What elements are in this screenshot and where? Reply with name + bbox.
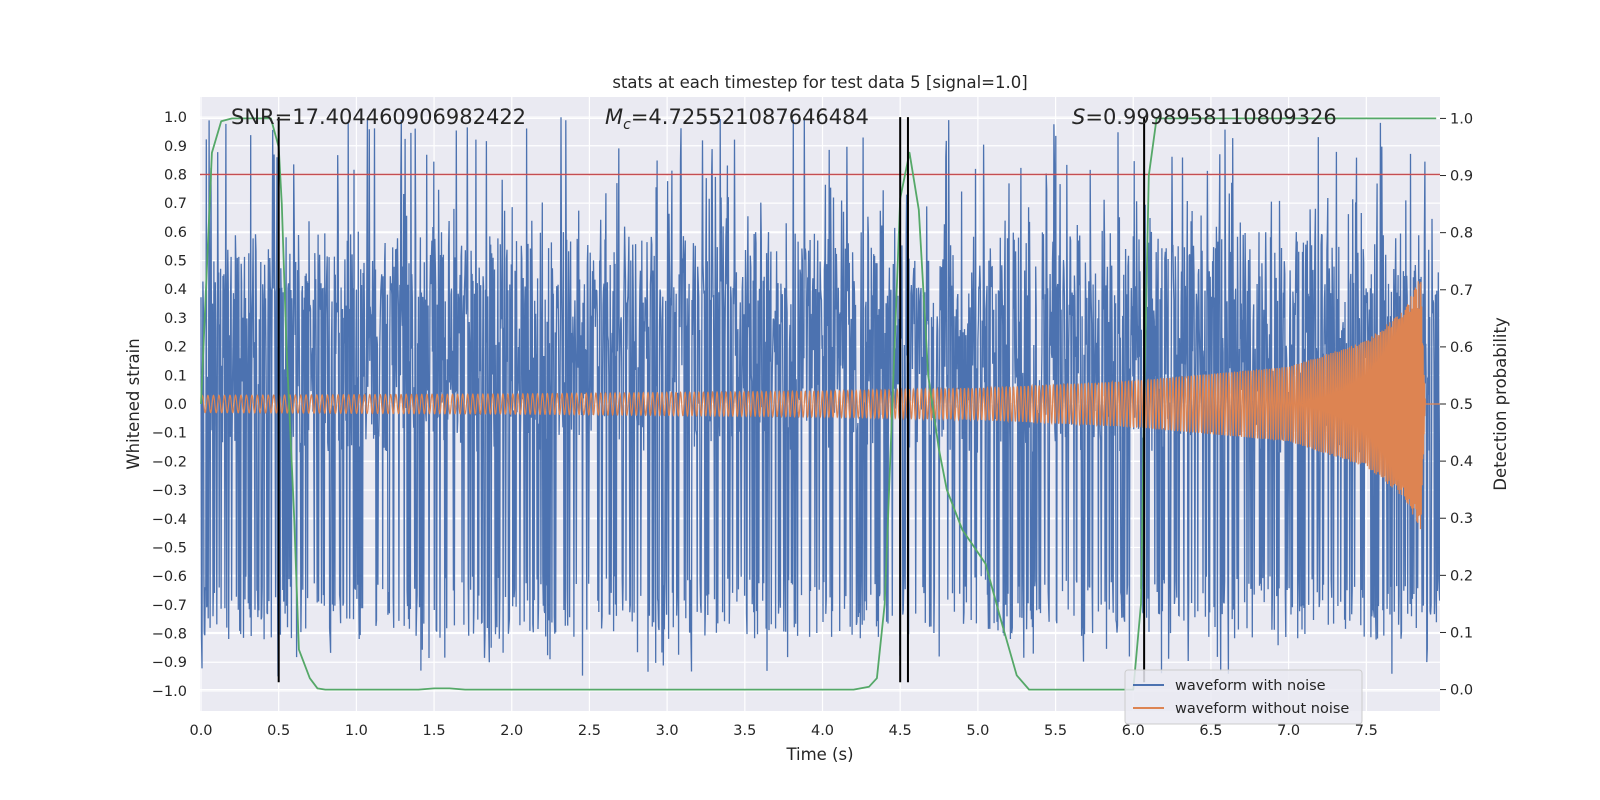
y-tick-label: 0.4: [164, 282, 187, 298]
legend-label-clean: waveform without noise: [1175, 701, 1349, 717]
y-tick-label: −0.3: [152, 483, 187, 499]
s-value: =0.9998958110809326: [1085, 105, 1336, 129]
x-tick-label: 4.5: [889, 723, 912, 739]
tick-labels: 0.0 0.5 1.0 1.5 2.0 2.5 3.0 3.5 4.0 4.5 5.0 5.5 6.0 6…: [152, 110, 1473, 739]
y2-tick-label: 0.3: [1450, 511, 1473, 527]
x-tick-label: 3.5: [733, 723, 756, 739]
x-tick-label: 5.0: [966, 723, 989, 739]
snr-annotation: SNR=17.404460906982422: [231, 105, 526, 129]
y-tick-label: −0.4: [152, 512, 187, 528]
y2-tick-label: 0.1: [1450, 625, 1473, 641]
x-axis-label: Time (s): [785, 745, 853, 764]
x-tick-label: 2.5: [578, 723, 601, 739]
y2-tick-label: 0.8: [1450, 226, 1473, 242]
x-tick-label: 7.5: [1355, 723, 1378, 739]
legend-box: [1124, 669, 1363, 725]
noisy-waveform-line: [200, 117, 1440, 677]
y-tick-label: 0.2: [164, 340, 187, 356]
s-symbol: S: [1072, 105, 1085, 129]
y-tick-label: −0.9: [152, 655, 187, 671]
y-tick-label: 1.0: [164, 110, 187, 126]
x-tick-label: 3.0: [656, 723, 679, 739]
y-tick-label: −0.1: [152, 426, 187, 442]
y-tick-label: 0.3: [164, 311, 187, 327]
y-tick-label: 0.7: [164, 196, 187, 212]
y-tick-label: 0.5: [164, 254, 187, 270]
legend-label-noise: waveform with noise: [1175, 678, 1326, 694]
chirp-mass-value: =4.725521087646484: [631, 105, 869, 129]
s-annotation: S=0.9998958110809326: [1072, 105, 1337, 129]
y-tick-label: 0.8: [164, 167, 187, 183]
x-tick-label: 2.0: [500, 723, 523, 739]
y2-tick-label: 0.7: [1450, 283, 1473, 299]
y-tick-label: 0.0: [164, 397, 187, 413]
chirp-mass-symbol: M: [605, 105, 623, 129]
y-tick-label: −0.5: [152, 540, 187, 556]
chirp-mass-annotation: Mc=4.725521087646484: [605, 105, 869, 133]
y-tick-label: 0.9: [164, 139, 187, 155]
x-tick-label: 5.5: [1044, 723, 1067, 739]
detection-probability-line: [200, 117, 1437, 691]
x-tick-label: 6.0: [1122, 723, 1145, 739]
x-tick-label: 6.5: [1199, 723, 1222, 739]
x-tick-label: 7.0: [1277, 723, 1300, 739]
y-tick-label: −0.8: [152, 627, 187, 643]
x-tick-label: 1.0: [345, 723, 368, 739]
x-tick-label: 0.5: [267, 723, 290, 739]
y2-tick-label: 0.0: [1450, 683, 1473, 699]
x-tick-label: 1.5: [423, 723, 446, 739]
chirp-mass-subscript: c: [623, 117, 631, 133]
y-tick-label: −0.7: [152, 598, 187, 614]
y2-tick-label: 0.6: [1450, 340, 1473, 356]
y-tick-label: 0.1: [164, 368, 187, 384]
y2-tick-label: 0.2: [1450, 568, 1473, 584]
x-tick-label: 4.0: [811, 723, 834, 739]
y2-tick-label: 0.4: [1450, 454, 1473, 470]
legend: waveform with noise waveform without noi…: [1124, 669, 1363, 725]
x-tick-label: 0.0: [189, 723, 212, 739]
y-axis-label: Whitened strain: [124, 338, 143, 469]
y-tick-label: −1.0: [152, 684, 187, 700]
y2-tick-label: 0.5: [1450, 397, 1473, 413]
plot-area: [200, 117, 1440, 691]
y2-tick-label: 0.9: [1450, 169, 1473, 185]
y2-axis-label: Detection probability: [1491, 317, 1510, 491]
y-tick-label: −0.2: [152, 454, 187, 470]
clean-waveform-line: [200, 281, 1440, 530]
y-tick-label: −0.6: [152, 569, 187, 585]
y2-tick-label: 1.0: [1450, 111, 1473, 127]
chart-title: stats at each timestep for test data 5 […: [612, 73, 1027, 92]
y-tick-label: 0.6: [164, 225, 187, 241]
